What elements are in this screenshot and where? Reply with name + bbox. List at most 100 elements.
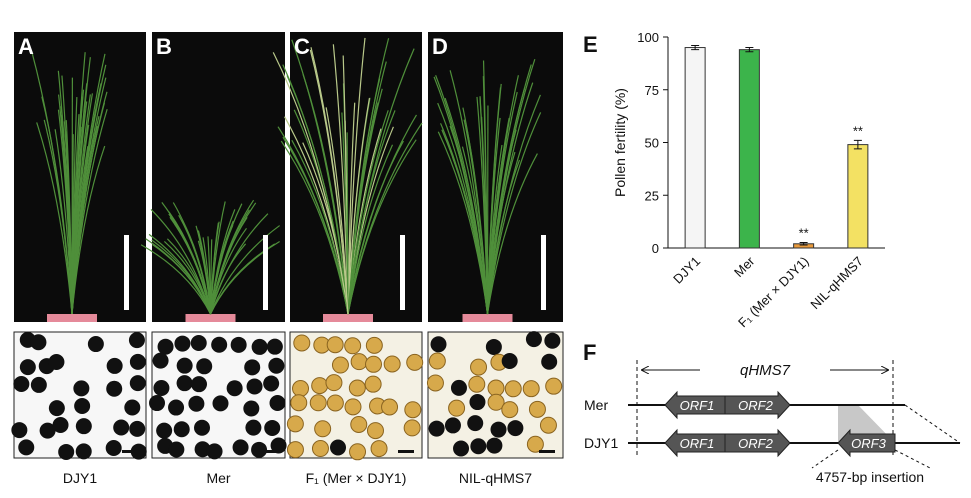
leaf — [486, 112, 542, 315]
caption: Mer — [206, 470, 230, 486]
pollen-grain — [490, 421, 507, 438]
leaf — [341, 112, 349, 315]
pollen-grain — [539, 416, 557, 434]
pollen-grain — [286, 415, 304, 433]
scale-bar — [122, 450, 138, 453]
pollen-grain — [292, 380, 310, 398]
pollen-grain — [106, 380, 123, 397]
panel-label: C — [294, 34, 310, 59]
pollen-grain — [251, 441, 268, 458]
error-bar — [799, 242, 808, 246]
leaf — [347, 98, 371, 315]
error-bar — [745, 47, 754, 53]
panel-label: F — [583, 340, 596, 365]
pollen-grain — [168, 399, 185, 416]
pollen-grain — [173, 421, 190, 438]
pollen-grain — [194, 419, 211, 436]
insertion-guide — [811, 449, 839, 469]
pollen-grain — [366, 422, 384, 440]
pollen-grain — [348, 379, 366, 397]
leaf — [71, 114, 80, 315]
leaf — [169, 216, 212, 315]
pollen-grain — [381, 398, 399, 416]
panel-label: A — [18, 34, 34, 59]
pollen-grain — [526, 435, 544, 453]
gene-label: ORF2 — [738, 436, 773, 451]
leaf — [71, 83, 102, 315]
pollen-grain — [194, 441, 211, 458]
pollen-grain — [149, 395, 166, 412]
pollen-grain — [428, 352, 446, 370]
leaf — [277, 126, 349, 315]
pollen-grain — [467, 415, 484, 432]
pollen-grain — [504, 380, 522, 398]
y-tick-label: 50 — [645, 136, 659, 151]
leaf — [486, 117, 510, 315]
x-tick-label: NIL-qHMS7 — [807, 254, 866, 313]
leaf — [209, 222, 219, 315]
pollen-grain — [153, 379, 170, 396]
gene-label: ORF1 — [680, 398, 715, 413]
leaf — [486, 153, 538, 315]
gene-label: ORF2 — [738, 398, 773, 413]
gene-diagram: F qHMS7 4757-bp insertion Mer ORF1 ORF2 DJY… — [583, 340, 961, 485]
scale-bar — [261, 450, 277, 453]
leaf — [148, 233, 212, 315]
gene-label: ORF1 — [680, 436, 715, 451]
scale-bar — [539, 450, 555, 453]
pollen-grain — [450, 379, 467, 396]
pollen-grain — [541, 353, 558, 370]
pollen-grain — [128, 332, 145, 349]
pollen-grain — [364, 375, 382, 393]
pollen-grain — [350, 415, 368, 433]
pollen-grain — [230, 336, 247, 353]
leaf — [57, 109, 73, 315]
pollen-grain — [344, 337, 362, 355]
pollen-grain — [11, 422, 28, 439]
pollen-grain — [545, 377, 563, 395]
leaf — [347, 61, 387, 315]
pollen-grain — [544, 332, 561, 349]
scale-bar — [124, 235, 129, 310]
region-label: qHMS7 — [740, 362, 791, 379]
row-label: Mer — [584, 397, 608, 413]
pollen-grain — [453, 440, 470, 457]
pollen-grain — [264, 419, 281, 436]
pollen-grain — [404, 401, 422, 419]
pollen-grain — [39, 422, 56, 439]
leaf — [163, 240, 212, 315]
leaf — [482, 60, 489, 315]
pollen-grain — [232, 439, 249, 456]
pollen-grain — [105, 439, 122, 456]
pollen-grain — [469, 394, 486, 411]
leaf — [71, 124, 90, 315]
leaf — [209, 213, 269, 315]
caption: DJY1 — [63, 470, 97, 486]
y-tick-label: 75 — [645, 83, 659, 98]
photo-panels: A DJY1 B Mer C F₁ (Mer × DJY1) D NIL-qHMS7 — [11, 32, 564, 486]
pollen-grain — [426, 374, 444, 392]
pollen-grain — [365, 355, 383, 373]
leaf — [347, 102, 356, 315]
pollen-grain — [470, 438, 487, 455]
pollen-grain — [311, 440, 329, 458]
caption: NIL-qHMS7 — [459, 470, 532, 486]
pot — [323, 314, 373, 322]
pollen-grain — [18, 439, 35, 456]
y-tick-label: 100 — [637, 30, 659, 45]
leaf — [449, 125, 489, 315]
pollen-grain — [196, 358, 213, 375]
pollen-grain — [206, 443, 223, 460]
bar — [738, 49, 760, 249]
pollen-grain — [176, 357, 193, 374]
pollen-grain — [266, 338, 283, 355]
pollen-grain — [268, 357, 285, 374]
leaf — [272, 52, 349, 315]
significance: ** — [799, 226, 809, 241]
pollen-grain — [290, 394, 308, 412]
insertion-label: 4757-bp insertion — [816, 469, 924, 485]
pollen-grain — [330, 439, 347, 456]
pollen-grain — [168, 441, 185, 458]
insertion-guide — [894, 449, 931, 469]
pollen-grain — [75, 418, 92, 435]
